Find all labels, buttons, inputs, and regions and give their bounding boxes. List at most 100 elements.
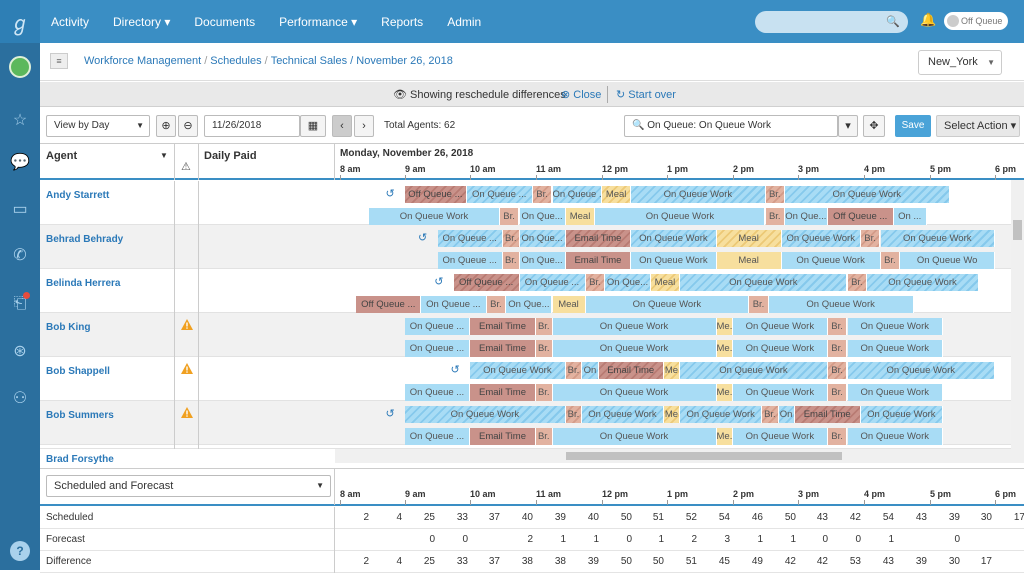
schedule-activity-block[interactable]: On Queue Work	[582, 406, 664, 423]
schedule-activity-block[interactable]: On Queue Work	[680, 274, 848, 291]
schedule-activity-block[interactable]: Email Time	[470, 340, 536, 357]
inbox-icon[interactable]: ⎗	[13, 295, 27, 312]
undo-icon[interactable]: ↺	[434, 276, 444, 288]
schedule-activity-block[interactable]: On Queue Work	[847, 318, 943, 335]
schedule-activity-block[interactable]: Me	[663, 406, 681, 423]
schedule-activity-block[interactable]: Email Time	[470, 428, 536, 445]
schedule-activity-block[interactable]: Email Time	[470, 384, 536, 401]
close-diff-button[interactable]: ⊗ Close	[561, 89, 602, 101]
nav-directory[interactable]: Directory ▾	[113, 14, 171, 29]
schedule-activity-block[interactable]: Br.	[749, 296, 769, 313]
help-icon[interactable]: ?	[10, 541, 30, 561]
schedule-activity-block[interactable]: Meal	[650, 274, 681, 291]
schedule-activity-block[interactable]: On Queue Work	[631, 230, 717, 247]
chevron-down-icon[interactable]: ▼	[160, 151, 168, 160]
filter-dropdown-button[interactable]: ▾	[838, 115, 858, 137]
schedule-activity-block[interactable]: Br.	[565, 362, 583, 379]
schedule-activity-block[interactable]: On Que...	[519, 208, 566, 225]
schedule-activity-block[interactable]: On Queue Work	[733, 340, 828, 357]
warning-icon[interactable]	[181, 407, 193, 418]
agent-column-header[interactable]: Agent	[46, 150, 78, 162]
schedule-activity-block[interactable]: Br.	[565, 406, 583, 423]
schedule-activity-block[interactable]: Me.	[716, 318, 733, 335]
prev-day-button[interactable]: ‹	[332, 115, 352, 137]
global-search-input[interactable]: 🔍	[755, 11, 908, 33]
schedule-activity-block[interactable]: On	[582, 362, 599, 379]
crumb-schedules[interactable]: Schedules	[210, 55, 262, 67]
schedule-activity-block[interactable]: Me.	[716, 384, 733, 401]
schedule-activity-block[interactable]: On Queue Work	[405, 406, 566, 423]
schedule-activity-block[interactable]: Br.	[880, 252, 901, 269]
schedule-activity-block[interactable]: On Queue Wo	[900, 252, 995, 269]
schedule-activity-block[interactable]: Br.	[847, 274, 868, 291]
schedule-activity-block[interactable]: On Que...	[506, 296, 553, 313]
schedule-activity-block[interactable]: Br.	[585, 274, 606, 291]
schedule-activity-block[interactable]: On Queue ...	[437, 252, 503, 269]
favorites-star-icon[interactable]: ☆	[12, 112, 28, 129]
schedule-activity-block[interactable]: Meal	[716, 252, 782, 269]
schedule-activity-block[interactable]: Off Queue ...	[827, 208, 894, 225]
scroll-thumb[interactable]	[1013, 220, 1022, 240]
schedule-activity-block[interactable]: On Que...	[605, 274, 651, 291]
support-icon[interactable]: ⊛	[13, 343, 27, 360]
schedule-activity-block[interactable]: On Queue ...	[405, 428, 470, 445]
schedule-activity-block[interactable]: Email Time	[565, 230, 632, 247]
status-toggle[interactable]: Off Queue	[944, 12, 1008, 30]
schedule-activity-block[interactable]: Br.	[827, 318, 848, 335]
crumb-current[interactable]: Technical Sales / November 26, 2018	[270, 55, 453, 67]
schedule-activity-block[interactable]: On Que...	[785, 208, 828, 225]
schedule-activity-block[interactable]: On	[778, 406, 795, 423]
nav-documents[interactable]: Documents	[194, 14, 256, 29]
schedule-activity-block[interactable]: On Queue Work	[733, 318, 828, 335]
schedule-activity-block[interactable]: Br.	[503, 252, 520, 269]
agent-name-link[interactable]: Bob King	[46, 322, 91, 333]
agent-name-link[interactable]: Bob Summers	[46, 410, 114, 421]
agent-name-link[interactable]: Andy Starrett	[46, 190, 110, 201]
search-icon[interactable]: 🔍	[886, 16, 900, 28]
warning-icon[interactable]	[181, 319, 193, 330]
schedule-activity-block[interactable]: Br.	[503, 230, 520, 247]
schedule-activity-block[interactable]: On Queue ...	[466, 186, 533, 203]
schedule-activity-block[interactable]: Me.	[716, 428, 733, 445]
schedule-activity-block[interactable]: On Queue ...	[405, 384, 470, 401]
schedule-activity-block[interactable]: On Queue Work	[585, 296, 750, 313]
schedule-activity-block[interactable]: Br.	[827, 362, 848, 379]
schedule-activity-block[interactable]: Br.	[536, 318, 553, 335]
schedule-activity-block[interactable]: On Queue Work	[631, 252, 717, 269]
video-icon[interactable]: ▭	[12, 201, 28, 218]
schedule-activity-block[interactable]: Br.	[499, 208, 520, 225]
next-day-button[interactable]: ›	[354, 115, 374, 137]
schedule-activity-block[interactable]: On Que...	[519, 230, 566, 247]
schedule-activity-block[interactable]: Me	[663, 362, 681, 379]
schedule-activity-block[interactable]: On Queue Work	[733, 384, 828, 401]
undo-icon[interactable]: ↺	[385, 188, 395, 200]
daily-paid-header[interactable]: Daily Paid	[204, 150, 257, 162]
schedule-activity-block[interactable]: On Queue Work	[847, 428, 943, 445]
schedule-activity-block[interactable]: On Queue Work	[847, 340, 943, 357]
timezone-select[interactable]: New_York ▼	[918, 50, 1002, 75]
schedule-activity-block[interactable]: Email Time	[794, 406, 861, 423]
contact-icon[interactable]: ⚇	[12, 390, 28, 407]
phone-icon[interactable]: ✆	[13, 247, 27, 264]
schedule-activity-block[interactable]: On Queue Work	[595, 208, 766, 225]
schedule-activity-block[interactable]: On Queue Work	[781, 230, 861, 247]
horizontal-scrollbar[interactable]	[335, 449, 1024, 463]
nav-activity[interactable]: Activity	[51, 14, 90, 29]
schedule-activity-block[interactable]: Br.	[860, 230, 881, 247]
agent-name-link[interactable]: Belinda Herrera	[46, 278, 121, 289]
schedule-activity-block[interactable]: Off Queue ...	[453, 274, 520, 291]
zoom-out-button[interactable]: ⊖	[178, 115, 198, 137]
agent-name-link[interactable]: Behrad Behrady	[46, 234, 124, 245]
schedule-activity-block[interactable]: On Queue ...	[405, 318, 470, 335]
view-select[interactable]: View by Day ▼	[46, 115, 150, 137]
schedule-activity-block[interactable]: On Queue ...	[519, 274, 586, 291]
genesys-logo-icon[interactable]: ℊ	[0, 0, 40, 43]
schedule-activity-block[interactable]: Meal	[565, 208, 596, 225]
schedule-activity-block[interactable]: Meal	[602, 186, 632, 203]
schedule-activity-block[interactable]: On Queue Work	[867, 274, 979, 291]
schedule-activity-block[interactable]: Br.	[765, 208, 785, 225]
schedule-activity-block[interactable]: On Queue Work	[552, 340, 717, 357]
zoom-in-button[interactable]: ⊕	[156, 115, 176, 137]
agent-name-link[interactable]: Brad Forsythe	[46, 454, 114, 465]
schedule-activity-block[interactable]: Br.	[762, 406, 779, 423]
